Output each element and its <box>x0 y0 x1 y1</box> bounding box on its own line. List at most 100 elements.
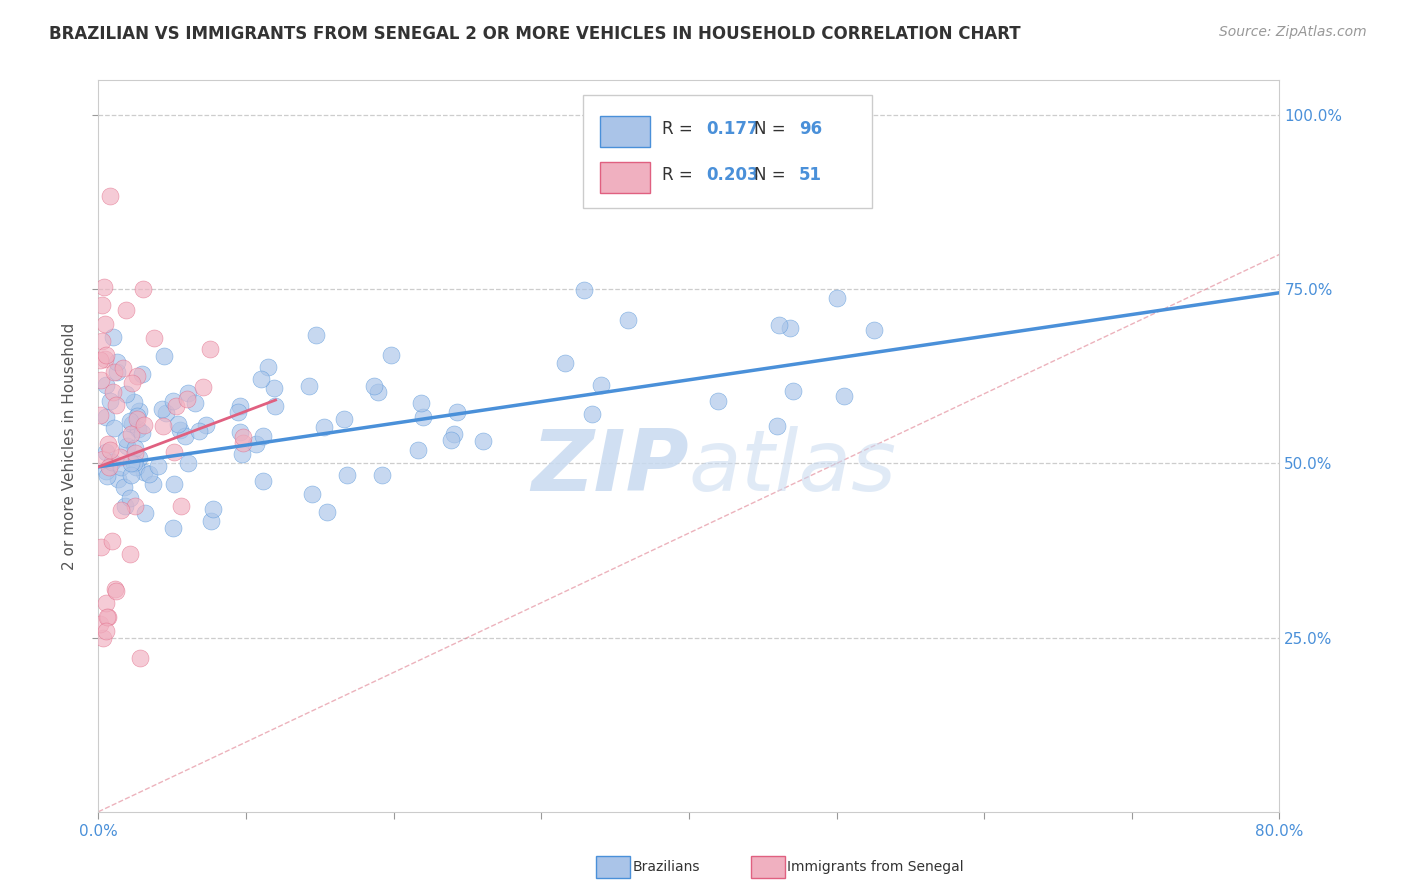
Point <box>177 456 200 470</box>
Point <box>115 303 138 318</box>
Point <box>264 399 287 413</box>
Text: 0.177: 0.177 <box>707 120 759 138</box>
Point <box>127 412 149 426</box>
Point <box>406 442 429 457</box>
Point <box>115 439 138 453</box>
Text: Brazilians: Brazilians <box>633 860 700 874</box>
Point <box>226 405 249 419</box>
Point <box>124 499 146 513</box>
Point <box>118 414 141 428</box>
Point <box>617 313 640 327</box>
Point <box>163 445 186 459</box>
Point <box>120 427 142 442</box>
Point <box>167 417 190 432</box>
Point <box>301 487 323 501</box>
Point <box>472 434 495 448</box>
Point <box>863 323 886 337</box>
Point <box>443 426 465 441</box>
Point <box>89 616 111 631</box>
Point <box>100 189 122 203</box>
Point <box>176 392 198 407</box>
Point <box>110 503 132 517</box>
Point <box>194 418 217 433</box>
Text: 0.203: 0.203 <box>707 167 759 185</box>
Point <box>305 328 328 343</box>
Point <box>446 405 468 419</box>
Point <box>142 477 165 491</box>
Point <box>409 396 432 410</box>
Point <box>177 386 200 401</box>
Point <box>94 409 117 424</box>
Point <box>363 379 385 393</box>
Point <box>97 459 120 474</box>
Text: 51: 51 <box>799 167 821 185</box>
Point <box>165 399 187 413</box>
Point <box>229 425 252 439</box>
Point <box>96 624 118 638</box>
Point <box>169 423 191 437</box>
Y-axis label: 2 or more Vehicles in Household: 2 or more Vehicles in Household <box>62 322 77 570</box>
Point <box>94 445 117 459</box>
Point <box>124 445 146 459</box>
Point <box>110 460 132 475</box>
Point <box>89 408 111 422</box>
Point <box>131 426 153 441</box>
Point <box>114 499 136 513</box>
Point <box>155 406 177 420</box>
Point <box>121 376 143 390</box>
Text: ZIP: ZIP <box>531 426 689 509</box>
Point <box>163 476 186 491</box>
Point <box>412 410 434 425</box>
Point <box>581 407 603 421</box>
Text: R =: R = <box>662 167 697 185</box>
Point <box>90 373 112 387</box>
Point <box>138 467 160 481</box>
Point <box>120 547 142 561</box>
Point <box>93 280 115 294</box>
Point <box>183 396 205 410</box>
Point <box>554 356 576 370</box>
Text: N =: N = <box>754 167 790 185</box>
Point <box>96 609 118 624</box>
Point <box>142 331 165 345</box>
Point <box>134 506 156 520</box>
Point <box>128 451 150 466</box>
Point <box>93 452 115 467</box>
Point <box>370 467 392 482</box>
Point <box>94 596 117 610</box>
Point <box>101 533 124 548</box>
Point <box>104 398 127 412</box>
FancyBboxPatch shape <box>600 116 650 147</box>
Text: R =: R = <box>662 120 697 138</box>
Point <box>832 389 855 403</box>
Point <box>101 454 124 468</box>
Point <box>316 505 339 519</box>
Point <box>440 433 463 447</box>
Point <box>766 419 789 434</box>
Text: Source: ZipAtlas.com: Source: ZipAtlas.com <box>1219 25 1367 39</box>
Point <box>782 384 804 398</box>
Point <box>115 387 138 401</box>
Point <box>98 393 121 408</box>
Point <box>132 418 155 433</box>
Point <box>152 419 174 434</box>
FancyBboxPatch shape <box>600 162 650 193</box>
Point <box>298 378 321 392</box>
Point <box>98 443 121 458</box>
Point <box>128 404 150 418</box>
Point <box>101 384 124 399</box>
Point <box>229 399 252 413</box>
Point <box>111 361 134 376</box>
Point <box>162 393 184 408</box>
Point <box>146 459 169 474</box>
Point <box>103 365 125 379</box>
Point <box>232 436 254 450</box>
Point <box>122 395 145 409</box>
Text: BRAZILIAN VS IMMIGRANTS FROM SENEGAL 2 OR MORE VEHICLES IN HOUSEHOLD CORRELATION: BRAZILIAN VS IMMIGRANTS FROM SENEGAL 2 O… <box>49 25 1021 43</box>
Point <box>120 467 142 482</box>
Point <box>263 381 285 395</box>
Point <box>257 359 280 374</box>
Point <box>188 424 211 438</box>
Point <box>707 394 730 409</box>
Point <box>114 432 136 446</box>
